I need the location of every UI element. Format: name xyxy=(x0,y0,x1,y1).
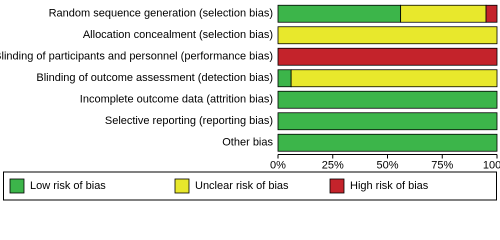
bar-segment xyxy=(277,112,498,131)
category-label: Allocation concealment (selection bias) xyxy=(83,29,273,41)
legend-swatch xyxy=(329,178,345,194)
legend-box xyxy=(3,171,497,201)
category-label: Random sequence generation (selection bi… xyxy=(49,8,273,20)
bar-segment xyxy=(277,26,498,45)
category-label: Blinding of participants and personnel (… xyxy=(0,51,273,63)
legend-label: High risk of bias xyxy=(350,180,429,192)
x-tick-label: 100% xyxy=(483,159,500,171)
x-tick-label: 75% xyxy=(431,159,453,171)
legend-label: Low risk of bias xyxy=(30,180,106,192)
x-tick-label: 25% xyxy=(322,159,344,171)
category-label: Other bias xyxy=(222,137,273,149)
bar-segment xyxy=(277,90,498,109)
legend-swatch xyxy=(174,178,190,194)
x-tick-label: 0% xyxy=(270,159,286,171)
bar-segment xyxy=(277,69,292,88)
bar-segment xyxy=(277,47,498,66)
bar-segment xyxy=(277,4,402,23)
category-label: Selective reporting (reporting bias) xyxy=(105,115,273,127)
legend-swatch xyxy=(9,178,25,194)
category-label: Incomplete outcome data (attrition bias) xyxy=(80,94,273,106)
category-label: Blinding of outcome assessment (detectio… xyxy=(36,72,273,84)
x-tick-label: 50% xyxy=(376,159,398,171)
bar-segment xyxy=(290,69,498,88)
bar-segment xyxy=(400,4,487,23)
bar-segment xyxy=(485,4,498,23)
chart: Random sequence generation (selection bi… xyxy=(0,4,500,201)
bar-segment xyxy=(277,133,498,152)
legend-label: Unclear risk of bias xyxy=(195,180,289,192)
page: Random sequence generation (selection bi… xyxy=(0,4,500,201)
